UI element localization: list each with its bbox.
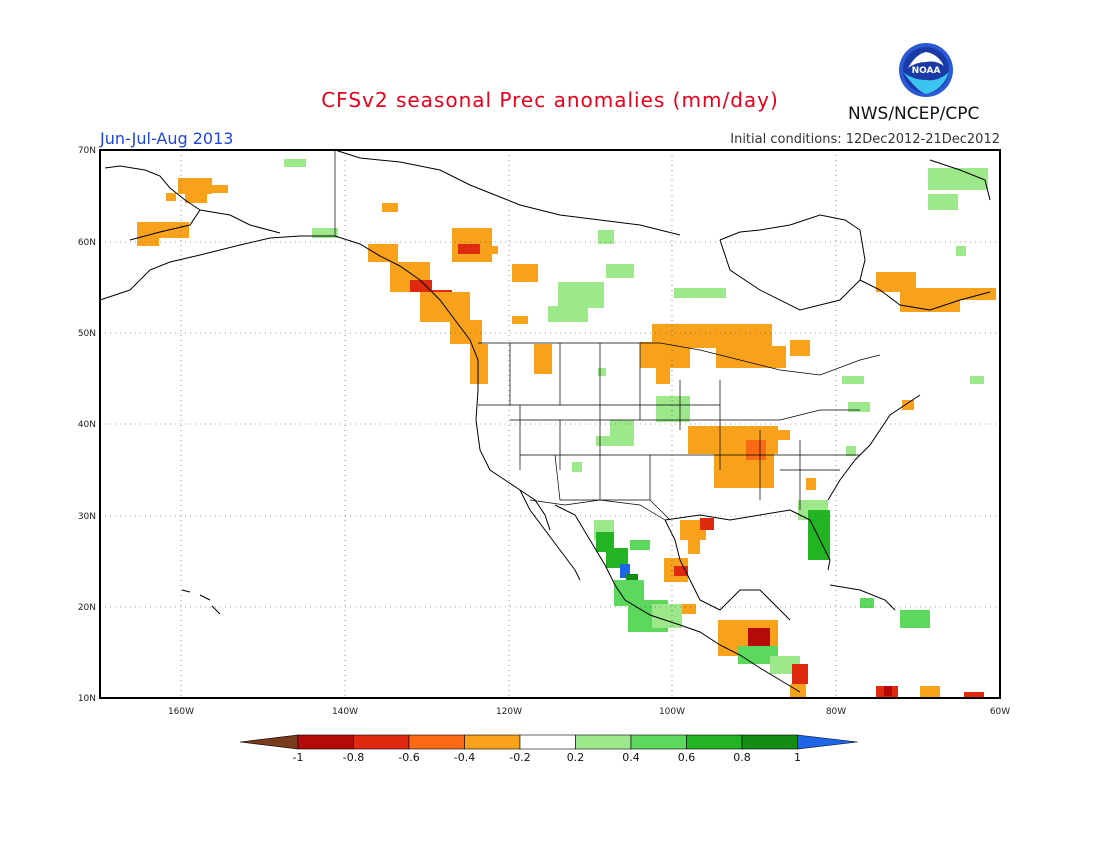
logo-text: NOAA [912,66,941,76]
colorbar: -1 -0.8 -0.6 -0.4 -0.2 0.2 0.4 0.6 0.8 1 [239,734,858,764]
colorbar-swatch [353,734,410,750]
lon-tick: 100W [659,707,685,717]
lon-tick: 60W [990,707,1010,717]
noaa-logo: NOAA [899,43,953,97]
colorbar-label: 0.6 [678,751,696,764]
colorbar-label: 0.2 [567,751,585,764]
colorbar-low-arrow [239,734,299,750]
colorbar-swatch [630,734,687,750]
map-title: CFSv2 seasonal Prec anomalies (mm/day) [321,88,779,112]
lat-tick: 10N [78,694,96,704]
map-frame [99,149,1001,699]
colorbar-swatch [575,734,632,750]
lon-tick-labels: 160W 140W 120W 100W 80W 60W [168,707,1010,717]
lon-tick: 120W [496,707,522,717]
lon-tick: 160W [168,707,194,717]
colorbar-swatch [297,734,354,750]
lat-tick: 30N [78,512,96,522]
colorbar-swatch [519,734,576,750]
colorbar-swatch [464,734,521,750]
colorbar-swatch [408,734,465,750]
colorbar-label: -1 [293,751,304,764]
colorbar-label: -0.8 [343,751,364,764]
lat-tick-labels: 70N 60N 50N 40N 30N 20N 10N [78,146,96,704]
colorbar-high-arrow [797,734,858,750]
colorbar-label: -0.6 [398,751,419,764]
colorbar-swatch [686,734,743,750]
graticule [100,150,1000,698]
anomaly-cells [137,159,996,698]
colorbar-label: -0.2 [509,751,530,764]
colorbar-label: 1 [794,751,801,764]
coastlines [99,149,991,693]
lat-tick: 20N [78,603,96,613]
agency-label: NWS/NCEP/CPC [848,104,980,124]
lon-tick: 80W [826,707,846,717]
lat-tick: 70N [78,146,96,156]
initial-conditions: Initial conditions: 12Dec2012-21Dec2012 [730,132,1000,147]
colorbar-label: -0.4 [454,751,475,764]
colorbar-label: 0.4 [622,751,640,764]
lon-tick: 140W [332,707,358,717]
lat-tick: 60N [78,238,96,248]
colorbar-label: 0.8 [733,751,751,764]
borders [334,150,881,521]
colorbar-swatch [741,734,798,750]
lat-tick: 50N [78,329,96,339]
forecast-period: Jun-Jul-Aug 2013 [100,129,234,148]
lat-tick: 40N [78,420,96,430]
